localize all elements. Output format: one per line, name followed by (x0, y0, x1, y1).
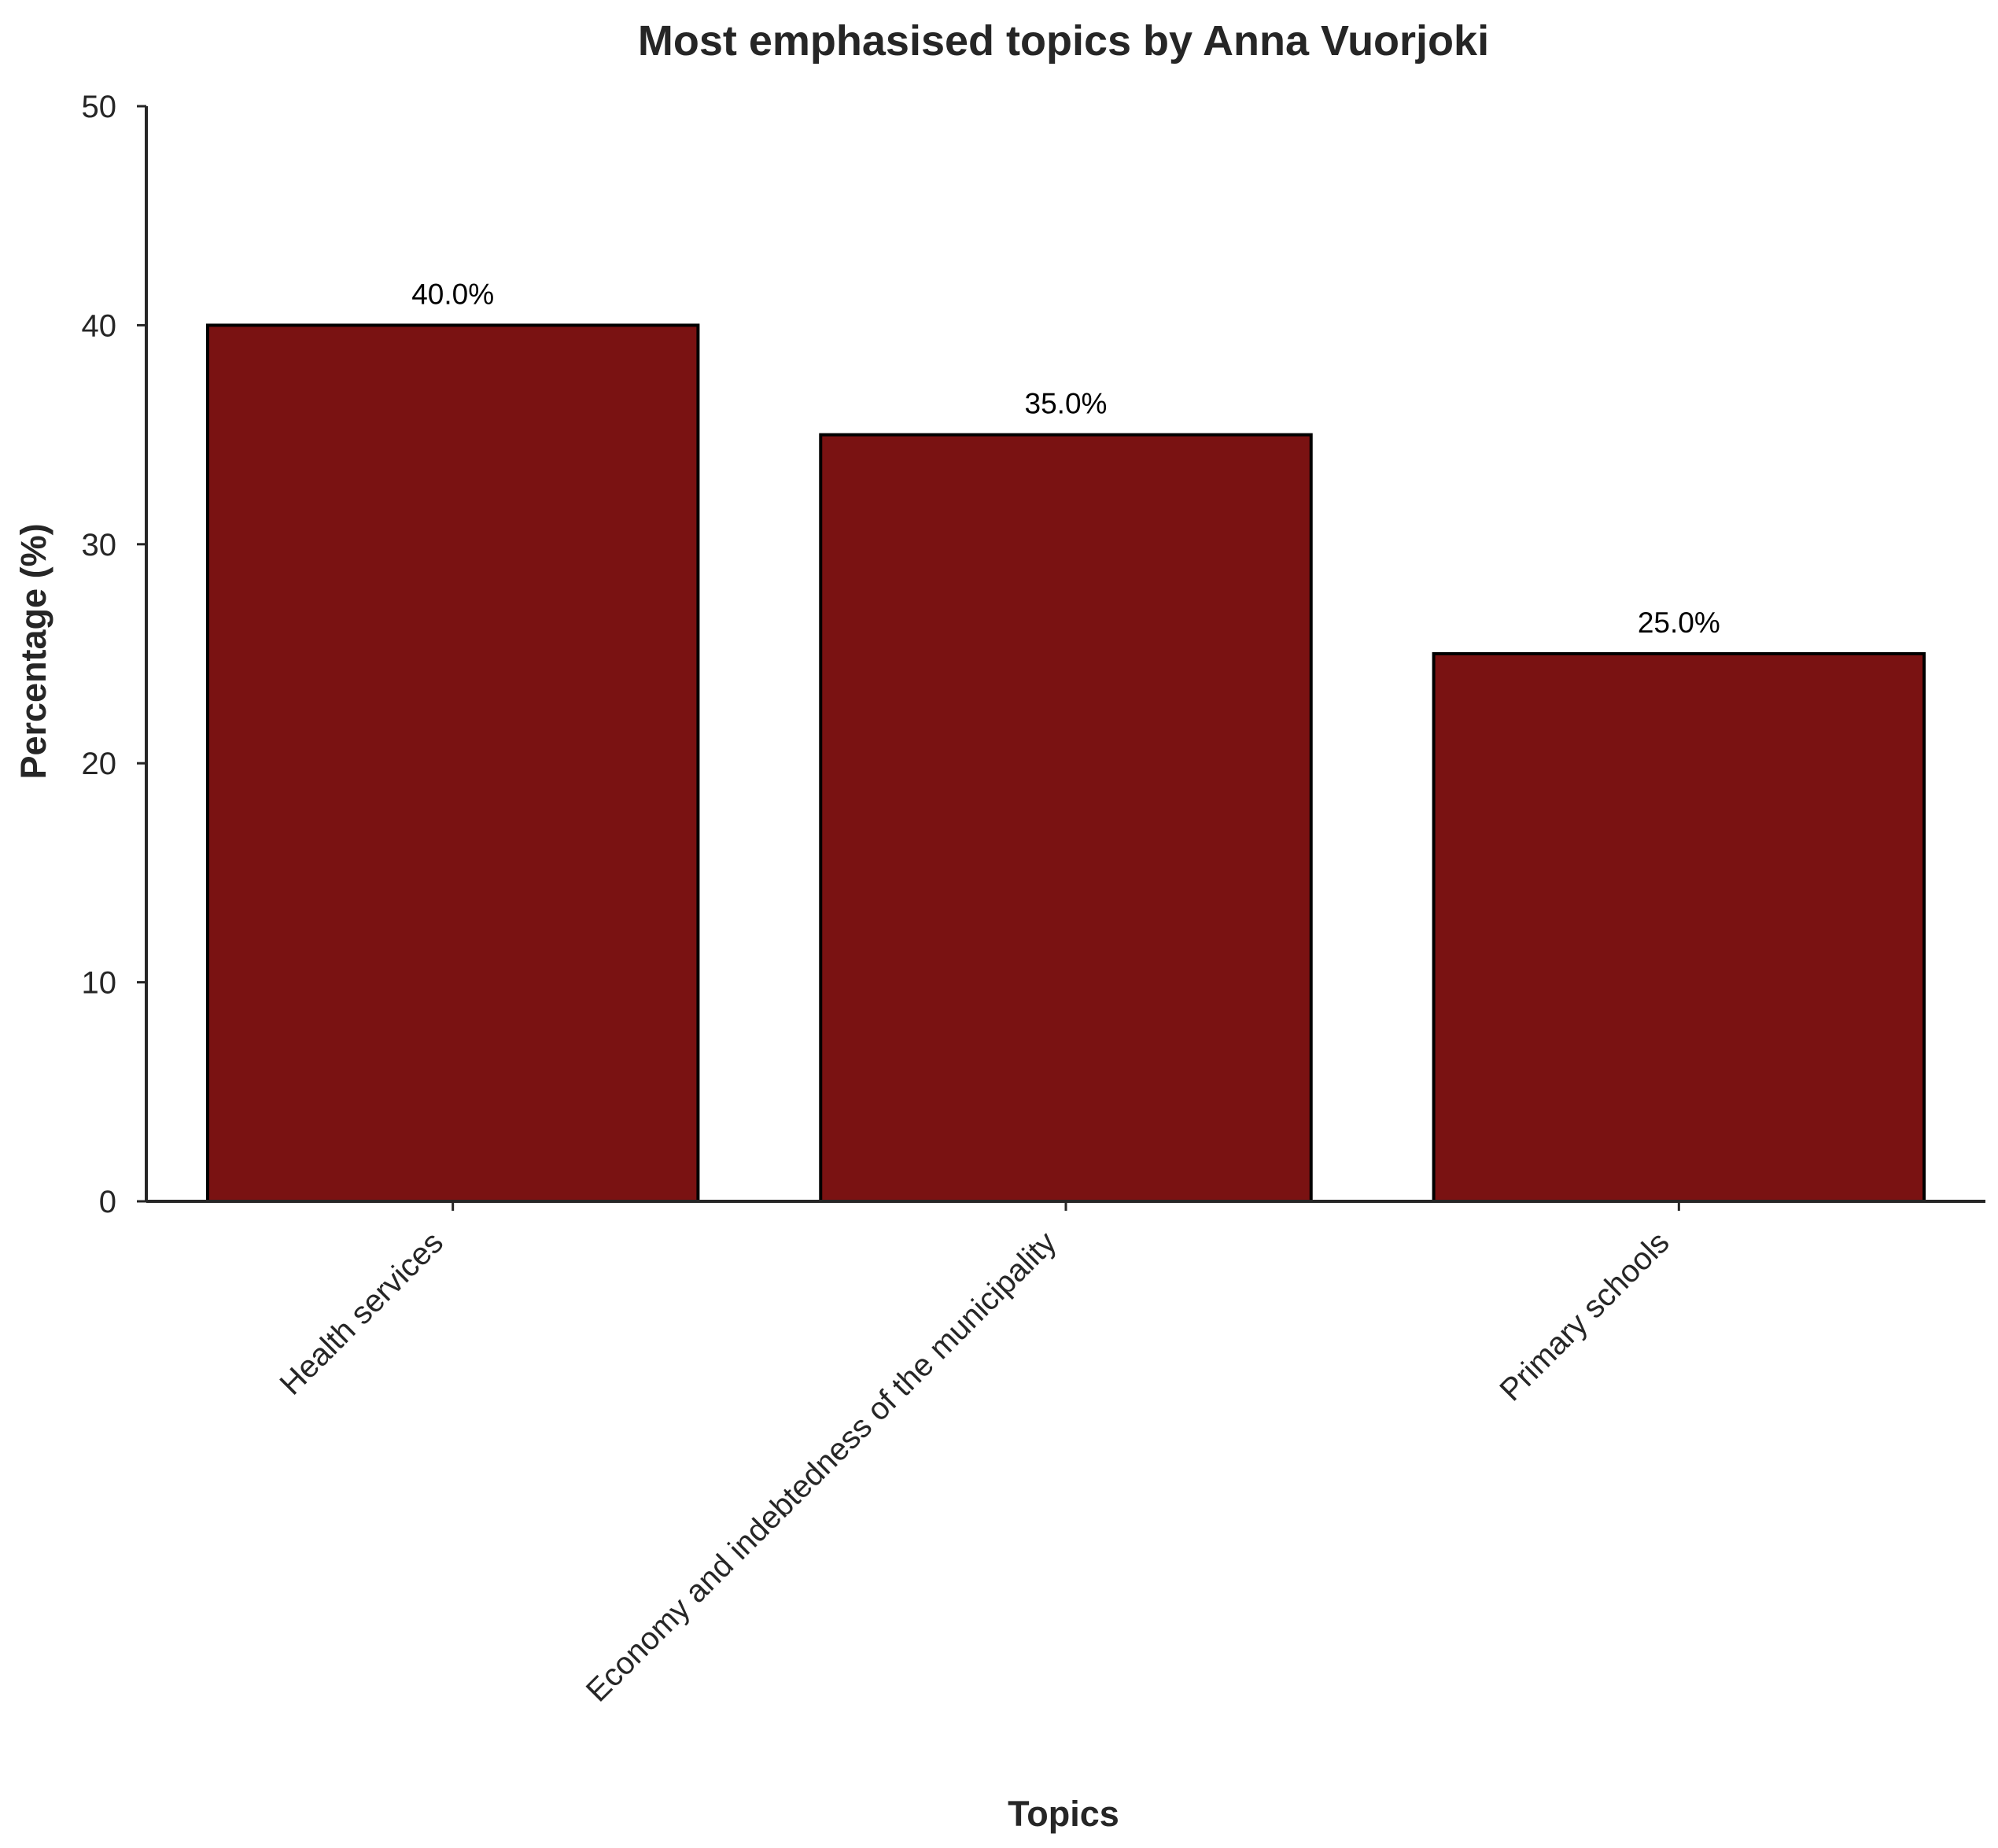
bars (205, 323, 1926, 1203)
y-tick-label: 20 (82, 747, 117, 781)
x-tick-label: Economy and indebtedness of the municipa… (580, 1225, 1063, 1708)
x-tick-label: Primary schools (1493, 1225, 1675, 1407)
y-axis-ticks: 0 10 20 30 40 50 (82, 90, 146, 1219)
y-tick-label: 0 (99, 1185, 116, 1219)
bar (819, 433, 1313, 1203)
y-tick-label: 40 (82, 308, 117, 343)
y-axis-label: Percentage (%) (13, 523, 53, 779)
bar (205, 323, 700, 1203)
bar (1432, 652, 1926, 1203)
bar-data-label: 35.0% (1025, 388, 1108, 420)
y-tick-label: 30 (82, 528, 117, 563)
x-axis-label: Topics (1008, 1794, 1119, 1834)
chart-title: Most emphasised topics by Anna Vuorjoki (638, 17, 1489, 65)
x-axis-ticks: Health services Economy and indebtedness … (274, 1201, 1680, 1709)
y-tick-label: 10 (82, 966, 117, 1001)
y-tick-label: 50 (82, 90, 117, 124)
bar-data-labels: 40.0% 35.0% 25.0% (411, 278, 1720, 639)
bar-data-label: 40.0% (411, 278, 494, 310)
bar-data-label: 25.0% (1638, 607, 1720, 639)
x-tick-label: Health services (274, 1225, 450, 1401)
